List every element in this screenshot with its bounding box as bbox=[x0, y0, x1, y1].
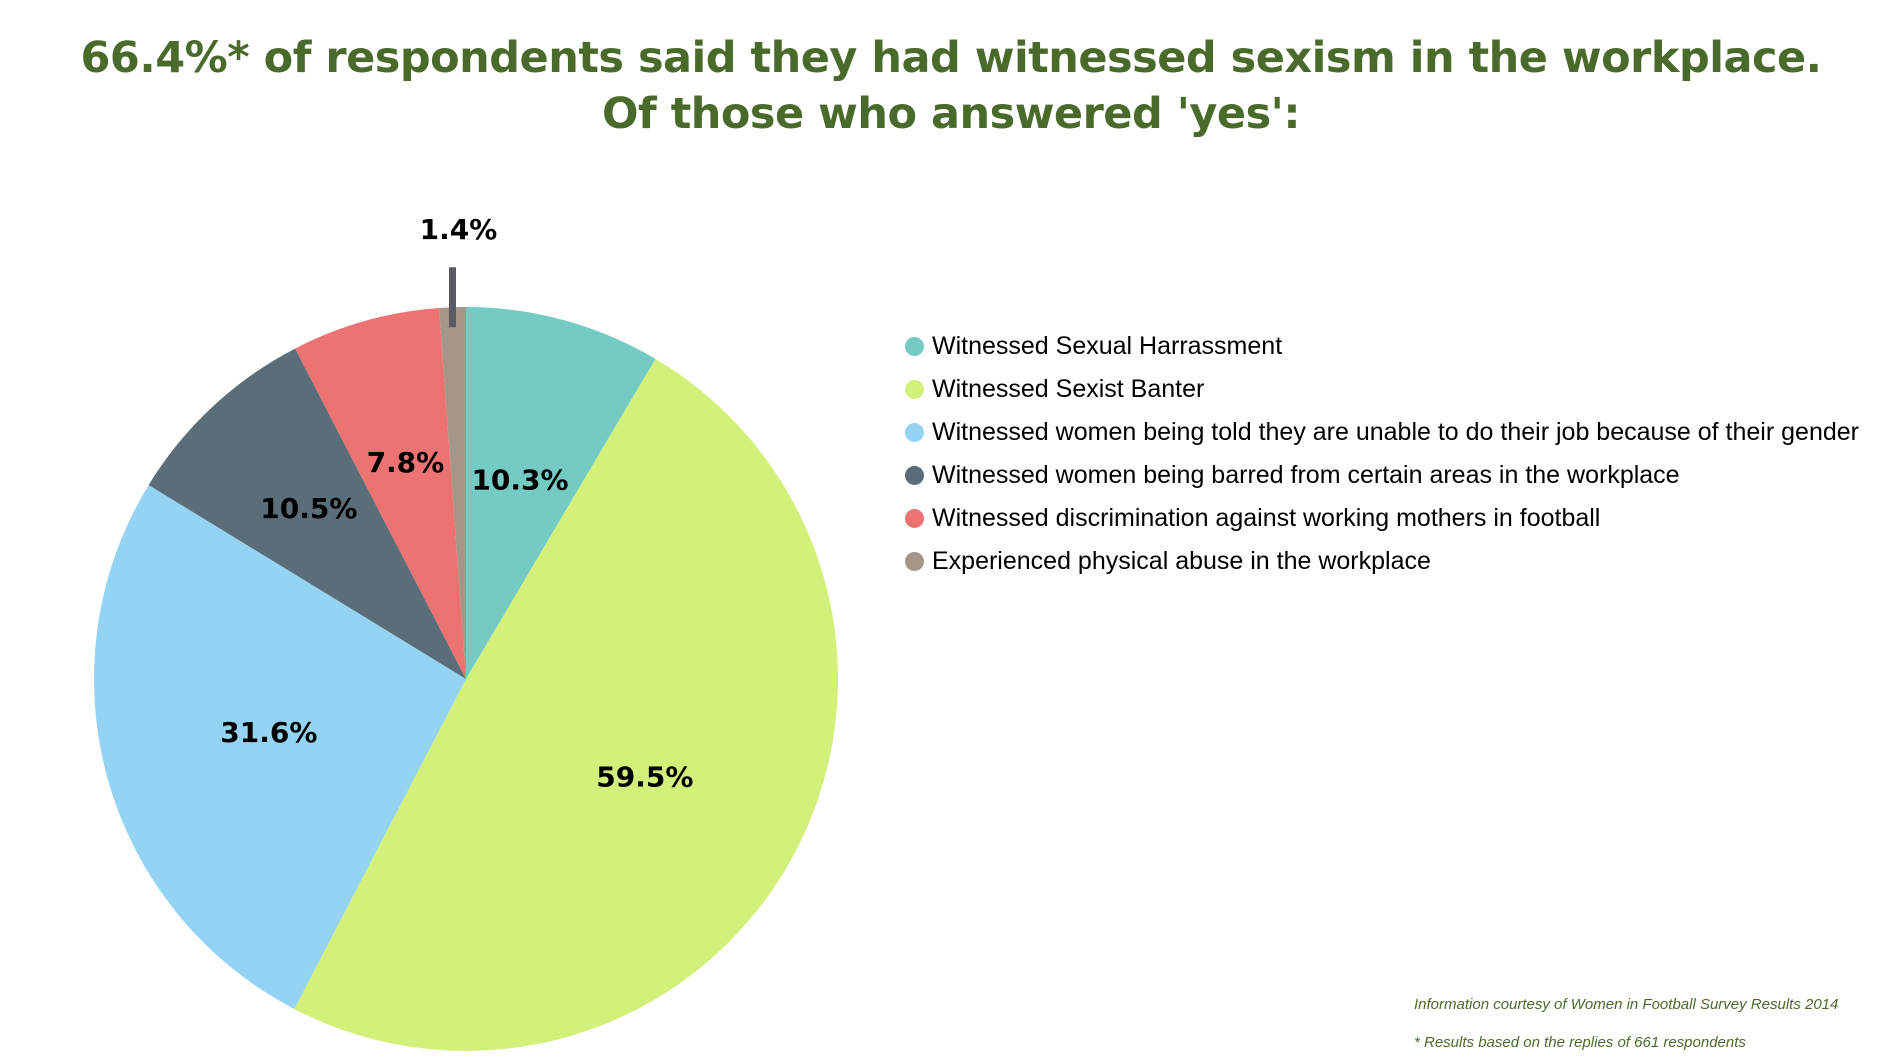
legend-label: Witnessed Sexual Harrassment bbox=[932, 332, 1283, 360]
chart-title: 66.4%* of respondents said they had witn… bbox=[0, 30, 1902, 142]
respondents-note: * Results based on the replies of 661 re… bbox=[1414, 1034, 1746, 1051]
legend-swatch bbox=[905, 423, 924, 442]
pie-slice-3 bbox=[93, 484, 466, 1009]
pie-slice-6 bbox=[439, 307, 466, 679]
legend-label: Witnessed Sexist Banter bbox=[932, 375, 1205, 403]
legend-label: Experienced physical abuse in the workpl… bbox=[932, 547, 1431, 575]
slice-value-label-1: 10.3% bbox=[471, 464, 568, 497]
pie-slice-4 bbox=[148, 348, 466, 679]
chart-title-line-2: Of those who answered 'yes': bbox=[601, 89, 1301, 139]
legend-item-2: Witnessed Sexist Banter bbox=[905, 368, 1859, 411]
legend-label: Witnessed women being barred from certai… bbox=[932, 461, 1680, 489]
source-note: Information courtesy of Women in Footbal… bbox=[1414, 996, 1839, 1013]
chart-title-line-1: 66.4%* of respondents said they had witn… bbox=[80, 33, 1822, 83]
legend-swatch bbox=[905, 509, 924, 528]
legend-item-4: Witnessed women being barred from certai… bbox=[905, 454, 1859, 497]
legend-item-3: Witnessed women being told they are unab… bbox=[905, 411, 1859, 454]
legend-swatch bbox=[905, 337, 924, 356]
legend-swatch bbox=[905, 466, 924, 485]
legend-item-6: Experienced physical abuse in the workpl… bbox=[905, 540, 1859, 583]
slice-value-label-3: 31.6% bbox=[220, 716, 317, 749]
legend-item-5: Witnessed discrimination against working… bbox=[905, 497, 1859, 540]
slice-value-label-5: 7.8% bbox=[367, 446, 445, 479]
pie-slice-1 bbox=[466, 307, 656, 679]
pie-slice-2 bbox=[294, 358, 838, 1051]
slice-value-label-4: 10.5% bbox=[260, 492, 357, 525]
legend-swatch bbox=[905, 380, 924, 399]
slice-value-label-6: 1.4% bbox=[420, 213, 498, 246]
legend-swatch bbox=[905, 552, 924, 571]
chart-legend: Witnessed Sexual Harrassment Witnessed Se… bbox=[905, 325, 1859, 583]
pie-slice-5 bbox=[295, 307, 466, 679]
legend-label: Witnessed women being told they are unab… bbox=[932, 418, 1859, 446]
slice-value-label-2: 59.5% bbox=[596, 760, 693, 793]
legend-label: Witnessed discrimination against working… bbox=[932, 504, 1601, 532]
legend-item-1: Witnessed Sexual Harrassment bbox=[905, 325, 1859, 368]
